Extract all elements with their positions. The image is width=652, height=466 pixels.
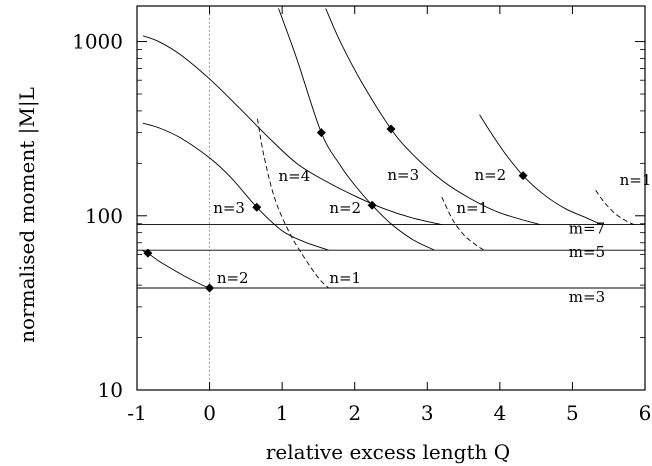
diamond-marker	[205, 283, 215, 293]
diamond-marker	[518, 171, 528, 181]
curve-label-m5: m=5	[569, 243, 605, 261]
x-axis-title: relative excess length Q	[266, 440, 510, 464]
marker-layer	[143, 124, 528, 293]
series-layer	[137, 8, 645, 289]
diamond-marker	[386, 124, 396, 134]
y-tick-label: 10	[98, 378, 123, 402]
curve-label-n1: n=1	[456, 199, 488, 217]
diamond-marker	[252, 202, 262, 212]
diamond-marker	[143, 248, 153, 258]
series-line-n3-8	[325, 8, 540, 226]
series-line-n1-11	[595, 190, 635, 226]
y-axis-title: normalised moment |M|L	[15, 87, 40, 343]
series-line-n3-4	[142, 122, 329, 251]
x-tick-label: -1	[127, 401, 146, 425]
y-tick-label: 100	[85, 204, 123, 228]
curve-label-n1: n=1	[620, 171, 652, 189]
series-line-n1-9	[441, 196, 485, 251]
curve-label-n2: n=2	[217, 269, 249, 287]
curve-label-n4: n=4	[279, 167, 311, 185]
curve-label-n1: n=1	[329, 269, 361, 287]
diamond-marker	[316, 128, 326, 138]
tick-layer: -1 0 1 2 3 4 5 6 10 100 1000	[72, 6, 651, 425]
curve-label-m7: m=7	[569, 220, 605, 238]
label-layer: n=4 n=3 n=2 n=1 n=2 n=3 n=1 n=2 n=1 m=7 m=5 m=3	[213, 166, 651, 306]
series-line-n1-6	[257, 118, 329, 289]
plot-frame-layer	[136, 5, 646, 391]
series-line-n2-3	[142, 250, 210, 289]
curve-label-n2: n=2	[329, 199, 361, 217]
x-tick-label: 2	[348, 401, 361, 425]
y-tick-label: 1000	[72, 30, 123, 54]
plot-frame	[136, 5, 646, 391]
x-tick-label: 4	[493, 401, 506, 425]
curve-label-n2: n=2	[474, 166, 506, 184]
x-tick-label: 1	[276, 401, 289, 425]
x-tick-label: 0	[203, 401, 216, 425]
x-tick-label: 5	[566, 401, 579, 425]
diamond-marker	[367, 200, 377, 210]
series-line-n2-10	[479, 114, 602, 226]
series-line-n4-5	[142, 35, 442, 226]
x-tick-label: 3	[421, 401, 434, 425]
curve-label-n3: n=3	[387, 166, 419, 184]
x-tick-label: 6	[639, 401, 652, 425]
curve-label-n3: n=3	[213, 199, 245, 217]
curve-label-m3: m=3	[569, 288, 605, 306]
series-line-n2-7	[278, 8, 435, 251]
